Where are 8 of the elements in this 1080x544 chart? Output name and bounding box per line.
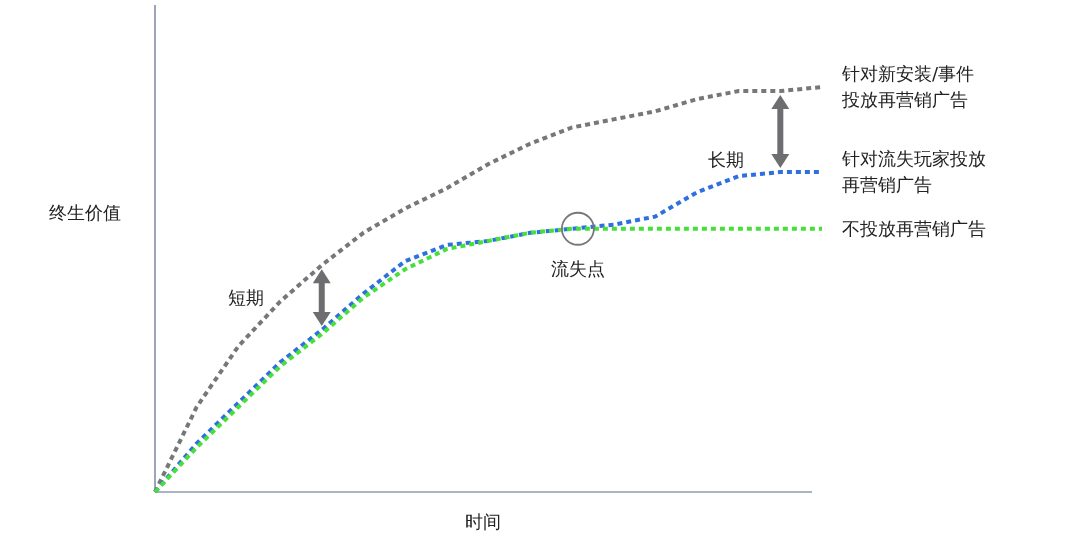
annotation: 短期 <box>227 286 264 308</box>
x-axis-title: 时间 <box>465 511 501 532</box>
series-label: 针对新安装/事件投放再营销广告 <box>841 63 975 110</box>
annotation: 流失点 <box>550 257 605 279</box>
series-label: 不投放再营销广告 <box>842 217 986 239</box>
series-label: 针对流失玩家投放再营销广告 <box>841 148 986 196</box>
annotation: 长期 <box>708 149 745 170</box>
y-axis-title: 终生价值 <box>49 202 121 223</box>
